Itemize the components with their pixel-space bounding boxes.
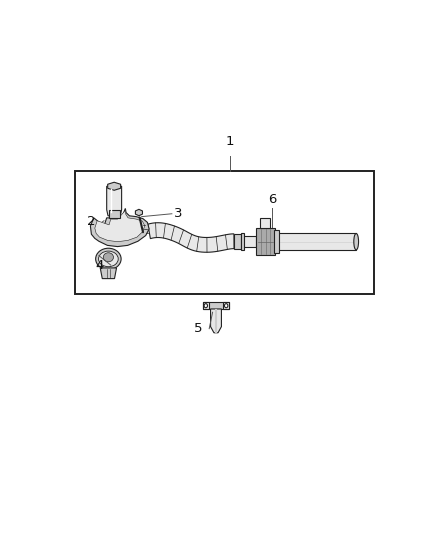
- Polygon shape: [109, 209, 120, 218]
- Polygon shape: [108, 182, 120, 190]
- Polygon shape: [211, 309, 222, 333]
- Polygon shape: [107, 186, 122, 216]
- Ellipse shape: [103, 253, 113, 262]
- Bar: [274, 230, 279, 253]
- Text: 5: 5: [194, 322, 202, 335]
- Ellipse shape: [204, 304, 208, 308]
- Bar: [241, 233, 244, 250]
- Bar: [75, 171, 374, 294]
- Ellipse shape: [95, 248, 121, 270]
- Text: 3: 3: [173, 207, 182, 220]
- Ellipse shape: [99, 251, 118, 266]
- Polygon shape: [95, 211, 145, 241]
- Bar: [260, 218, 270, 228]
- Ellipse shape: [224, 304, 228, 308]
- Polygon shape: [148, 223, 234, 252]
- Bar: [256, 228, 275, 255]
- Polygon shape: [203, 302, 208, 309]
- Text: 1: 1: [225, 135, 234, 148]
- Bar: [241, 236, 256, 247]
- Ellipse shape: [354, 233, 359, 250]
- Polygon shape: [135, 209, 142, 216]
- Bar: [203, 302, 229, 309]
- Polygon shape: [223, 302, 229, 309]
- Bar: [275, 233, 356, 250]
- Bar: [234, 234, 241, 249]
- Polygon shape: [90, 208, 149, 247]
- Polygon shape: [100, 268, 117, 279]
- Text: 6: 6: [268, 192, 276, 206]
- Text: 4: 4: [95, 259, 104, 271]
- Text: 2: 2: [87, 215, 95, 229]
